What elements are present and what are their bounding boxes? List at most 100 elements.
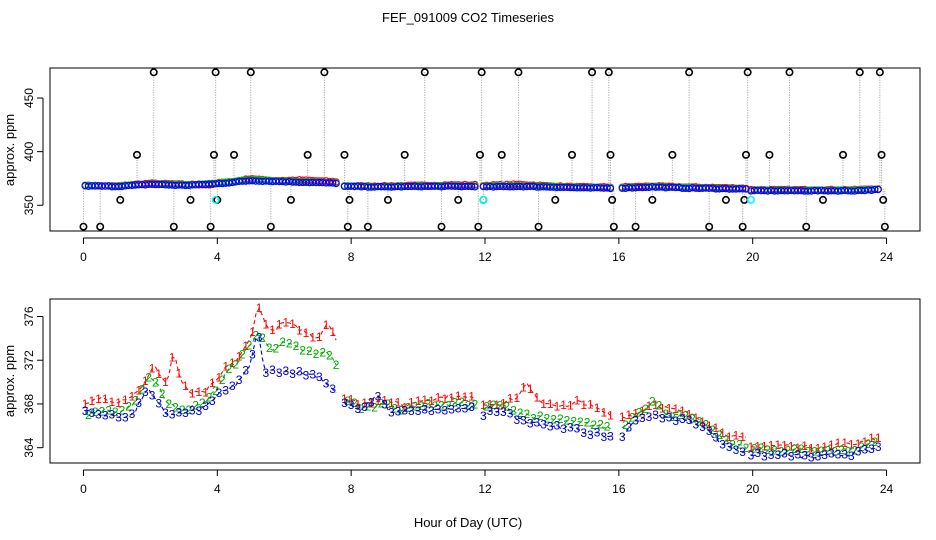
bottom-3-marker: 3 (262, 366, 269, 380)
bottom-1-marker: 1 (507, 391, 514, 405)
bottom-2-marker: 2 (851, 444, 858, 458)
top-blue-point (739, 185, 747, 193)
bottom-1-marker: 1 (567, 398, 574, 412)
top-calibration-point (785, 68, 794, 77)
bottom-1-marker: 1 (129, 389, 136, 403)
bottom-2-marker: 2 (669, 410, 676, 424)
bottom-1-marker: 1 (875, 431, 882, 445)
bottom-3-marker: 3 (774, 448, 781, 462)
bottom-1-marker: 1 (316, 330, 323, 344)
bottom-1-marker: 1 (719, 426, 726, 440)
bottom-1-marker: 1 (249, 325, 256, 339)
bottom-1-marker: 1 (808, 441, 815, 455)
bottom-3-marker: 3 (202, 399, 209, 413)
bottom-2-marker: 2 (629, 411, 636, 425)
bottom-1-marker: 1 (303, 326, 310, 340)
bottom-1-marker: 1 (115, 396, 122, 410)
top-blue-point (675, 183, 683, 192)
bottom-1-marker: 1 (540, 397, 547, 411)
bottom-2-marker: 2 (259, 331, 266, 345)
bottom-3-marker: 3 (348, 398, 355, 412)
top-x-axis: 0 4 8 12 16 20 24 (80, 237, 894, 264)
bottom-2-marker: 2 (286, 336, 293, 350)
top-blue-point (834, 187, 842, 195)
bottom-3-line (84, 336, 337, 419)
bottom-3-marker: 3 (216, 386, 223, 400)
bottom-3-marker: 3 (540, 418, 547, 432)
bottom-3-line (344, 395, 476, 415)
bottom-1-marker: 1 (774, 438, 781, 452)
bottom-3-marker: 3 (699, 420, 706, 434)
top-calibration-point (668, 150, 677, 159)
bottom-2-marker: 2 (112, 405, 119, 419)
bottom-2-marker: 2 (656, 399, 663, 413)
bottom-3-marker: 3 (129, 407, 136, 421)
bottom-2-marker: 2 (344, 394, 351, 408)
bottom-2-marker: 2 (105, 404, 112, 418)
bottom-2-marker: 2 (642, 402, 649, 416)
bottom-3-marker: 3 (487, 404, 494, 418)
top-calibration-point (169, 222, 178, 231)
top-cyan-point (211, 195, 220, 204)
bottom-1-marker: 1 (493, 398, 500, 412)
bottom-3-marker: 3 (415, 404, 422, 418)
top-calibration-point (286, 195, 295, 204)
top-x-tick-label: 16 (612, 250, 626, 264)
bottom-2-marker: 2 (431, 399, 438, 413)
bottom-1-marker: 1 (600, 405, 607, 419)
bottom-2-marker: 2 (689, 411, 696, 425)
bottom-y-axis-label: approx. ppm (2, 345, 17, 417)
bottom-3-marker: 3 (686, 413, 693, 427)
bottom-3-marker: 3 (269, 363, 276, 377)
bottom-1-marker: 1 (781, 438, 788, 452)
bottom-2-marker: 2 (371, 400, 378, 414)
bottom-1-marker: 1 (706, 419, 713, 433)
top-calibration-point (133, 150, 142, 159)
bottom-2-marker: 2 (530, 412, 537, 426)
top-plot-frame (49, 67, 921, 232)
bottom-1-line (750, 437, 879, 450)
bottom-1-marker: 1 (196, 385, 203, 399)
top-cyan-points (211, 195, 756, 204)
bottom-1-marker: 1 (626, 408, 633, 422)
bottom-2-marker: 2 (319, 345, 326, 359)
bottom-2-marker: 2 (597, 418, 604, 432)
bottom-1-marker: 1 (296, 324, 303, 338)
bottom-1-marker: 1 (748, 440, 755, 454)
bottom-2-marker: 2 (723, 433, 730, 447)
bottom-3-marker: 3 (748, 448, 755, 462)
bottom-1-marker: 1 (841, 436, 848, 450)
top-blue-point (222, 179, 230, 187)
bottom-x-axis: 0 4 8 12 16 20 24 (80, 469, 894, 496)
bottom-2-marker: 2 (219, 373, 226, 387)
bottom-3-marker: 3 (149, 388, 156, 402)
top-calibration-points (79, 68, 889, 231)
bottom-3-marker: 3 (82, 404, 89, 418)
top-blue-point (867, 186, 876, 195)
bottom-1-marker: 1 (82, 397, 89, 411)
top-calibration-point (79, 222, 88, 231)
top-calibration-point (631, 222, 640, 231)
bottom-2-marker: 2 (279, 335, 286, 349)
top-calibration-point (96, 222, 105, 231)
bottom-1-marker: 1 (102, 392, 109, 406)
bottom-2-marker: 2 (709, 423, 716, 437)
bottom-1-marker: 1 (109, 395, 116, 409)
bottom-3-marker: 3 (513, 413, 520, 427)
top-blue-point (874, 185, 882, 194)
bottom-3-marker: 3 (600, 430, 607, 444)
bottom-2-marker: 2 (165, 397, 172, 411)
bottom-2-marker: 2 (199, 396, 206, 410)
bottom-1-marker: 1 (348, 393, 355, 407)
top-calibration-point (340, 150, 349, 159)
top-blue-point (325, 179, 334, 187)
top-blue-point (672, 183, 680, 192)
bottom-1-marker: 1 (361, 396, 368, 410)
bottom-1-marker: 1 (639, 404, 646, 418)
top-calibration-point (400, 150, 409, 159)
bottom-3-marker: 3 (626, 420, 633, 434)
bottom-2-marker: 2 (206, 390, 213, 404)
bottom-2-marker: 2 (584, 416, 591, 430)
